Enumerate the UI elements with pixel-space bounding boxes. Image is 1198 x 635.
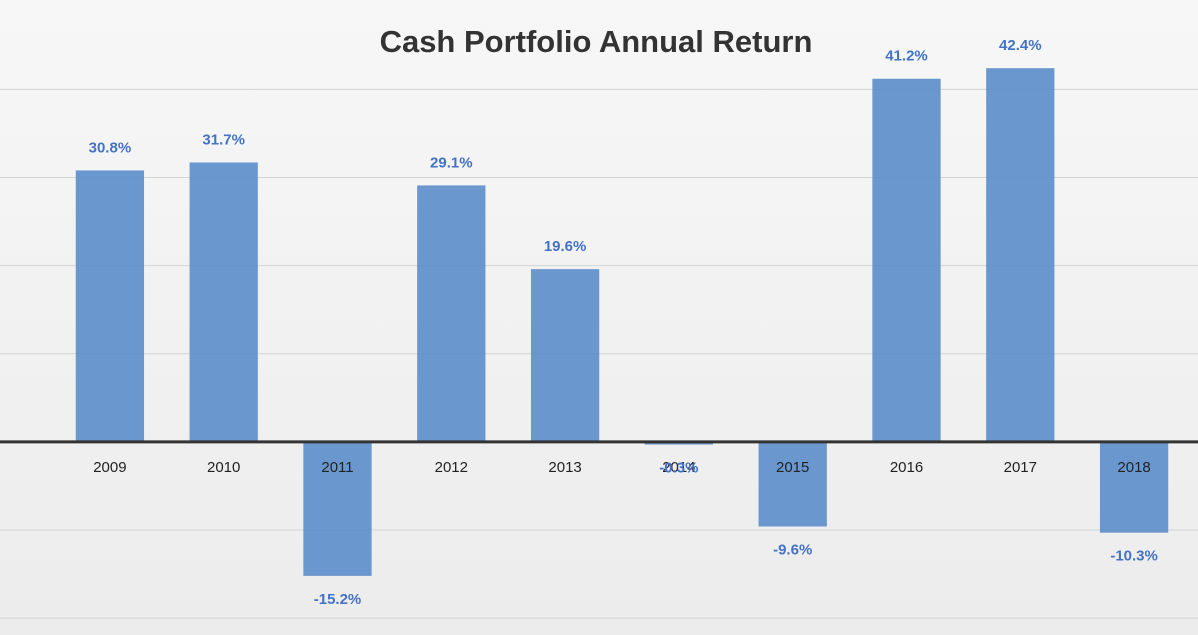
value-label: -10.3% <box>1110 548 1158 565</box>
bar <box>1099 441 1169 533</box>
value-label: 29.1% <box>430 154 473 171</box>
value-label: 42.4% <box>999 37 1042 54</box>
value-label: -9.6% <box>773 541 812 558</box>
chart-title: Cash Portfolio Annual Return <box>380 24 813 59</box>
value-label: 30.8% <box>89 139 132 156</box>
x-tick-label: 2016 <box>890 459 923 476</box>
bar <box>417 185 486 442</box>
x-tick-label: 2014 <box>662 459 695 476</box>
x-tick-label: 2009 <box>93 459 126 476</box>
x-tick-label: 2012 <box>435 459 468 476</box>
x-tick-label: 2010 <box>207 459 240 476</box>
bar <box>303 441 372 576</box>
bar <box>75 170 145 442</box>
value-label: -15.2% <box>314 591 362 608</box>
value-label: 31.7% <box>202 131 245 148</box>
x-tick-label: 2018 <box>1117 459 1150 476</box>
value-label: 19.6% <box>544 238 587 255</box>
value-label: -0.3% <box>659 460 698 477</box>
x-tick-label: 2013 <box>548 459 581 476</box>
bar <box>530 269 600 442</box>
bar <box>986 68 1055 442</box>
bar <box>872 78 941 442</box>
x-tick-label: 2011 <box>321 459 353 476</box>
value-label: 41.2% <box>885 48 928 65</box>
bar <box>189 162 258 442</box>
x-tick-label: 2015 <box>776 459 809 476</box>
x-tick-label: 2017 <box>1004 459 1037 476</box>
bar <box>758 441 827 527</box>
